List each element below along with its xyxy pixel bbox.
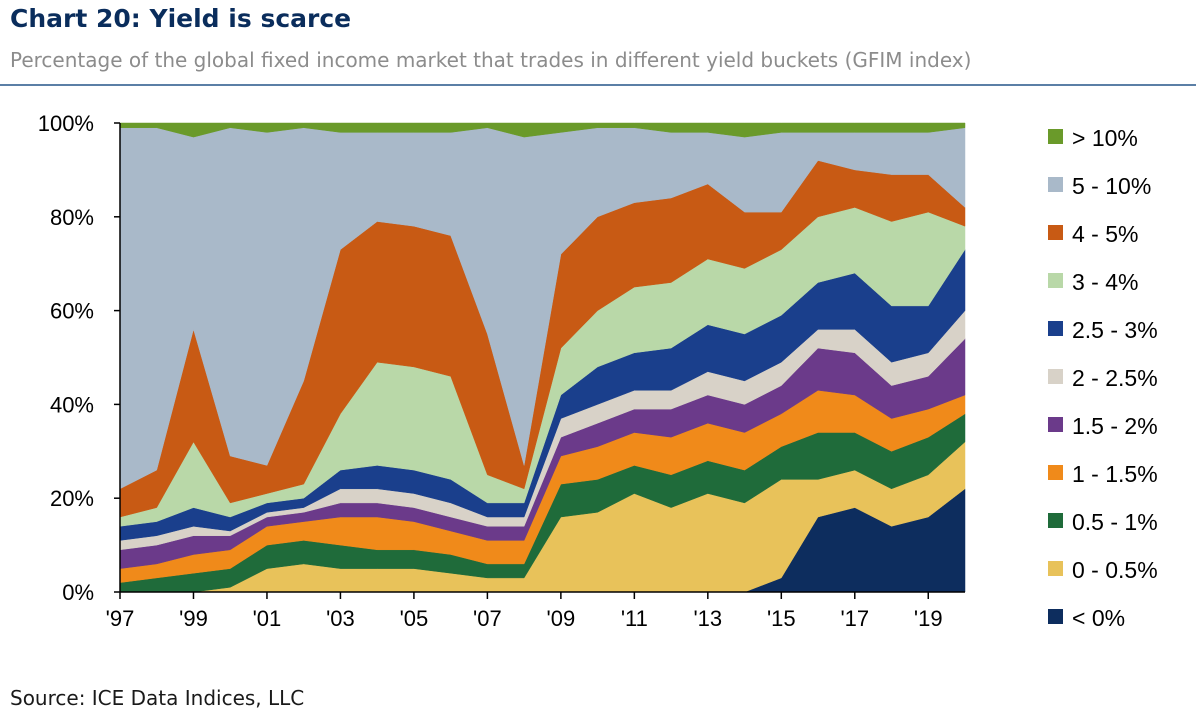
- legend-swatch: [1048, 129, 1063, 144]
- x-tick-label: '99: [179, 606, 208, 631]
- legend-label: > 10%: [1072, 125, 1138, 151]
- legend-swatch: [1048, 369, 1063, 384]
- y-tick-label: 100%: [38, 111, 94, 136]
- y-tick-label: 80%: [50, 205, 94, 230]
- x-tick-label: '03: [326, 606, 355, 631]
- x-tick-label: '97: [106, 606, 135, 631]
- stacked-area-chart: 0% 20% 40% 60% 80% 100% '97 '99 '01 '03 '05 '07 '09 '…: [38, 111, 1158, 631]
- legend-label: 1.5 - 2%: [1072, 413, 1158, 439]
- legend-label: 0 - 0.5%: [1072, 557, 1158, 583]
- y-tick-label: 40%: [50, 392, 94, 417]
- legend-swatch: [1048, 465, 1063, 480]
- x-tick-label: '15: [767, 606, 796, 631]
- source-note: Source: ICE Data Indices, LLC: [10, 686, 305, 710]
- x-tick-label: '11: [621, 606, 648, 631]
- y-tick-label: 20%: [50, 486, 94, 511]
- legend-swatch: [1048, 273, 1063, 288]
- x-tick-label: '05: [400, 606, 429, 631]
- title-divider: [0, 84, 1196, 86]
- x-tick-label: '07: [473, 606, 502, 631]
- legend-swatch: [1048, 321, 1063, 336]
- legend-label: 2 - 2.5%: [1072, 365, 1158, 391]
- legend-label: 5 - 10%: [1072, 173, 1151, 199]
- legend-label: 4 - 5%: [1072, 221, 1138, 247]
- legend-swatch: [1048, 513, 1063, 528]
- chart-subtitle: Percentage of the global fixed income ma…: [10, 48, 972, 72]
- legend-swatch: [1048, 225, 1063, 240]
- legend-label: < 0%: [1072, 605, 1125, 631]
- legend-label: 0.5 - 1%: [1072, 509, 1158, 535]
- x-tick-label: '17: [840, 606, 869, 631]
- legend-label: 2.5 - 3%: [1072, 317, 1158, 343]
- axes: 0% 20% 40% 60% 80% 100% '97 '99 '01 '03 '05 '07 '09 '…: [38, 111, 965, 631]
- legend-label: 3 - 4%: [1072, 269, 1138, 295]
- y-tick-label: 60%: [50, 299, 94, 324]
- plot-area: [119, 122, 966, 593]
- x-tick-label: '13: [693, 606, 722, 631]
- area-series-10: [119, 122, 966, 138]
- x-tick-label: '09: [547, 606, 576, 631]
- x-tick-label: '01: [253, 606, 282, 631]
- legend-swatch: [1048, 417, 1063, 432]
- chart-title: Chart 20: Yield is scarce: [10, 4, 352, 33]
- y-tick-label: 0%: [62, 580, 94, 605]
- legend-swatch: [1048, 561, 1063, 576]
- x-tick-label: '19: [914, 606, 943, 631]
- legend-swatch: [1048, 609, 1063, 624]
- legend: > 10% 5 - 10% 4 - 5% 3 - 4% 2.5 - 3% 2 - 2.5%…: [1048, 125, 1158, 631]
- legend-label: 1 - 1.5%: [1072, 461, 1158, 487]
- legend-swatch: [1048, 177, 1063, 192]
